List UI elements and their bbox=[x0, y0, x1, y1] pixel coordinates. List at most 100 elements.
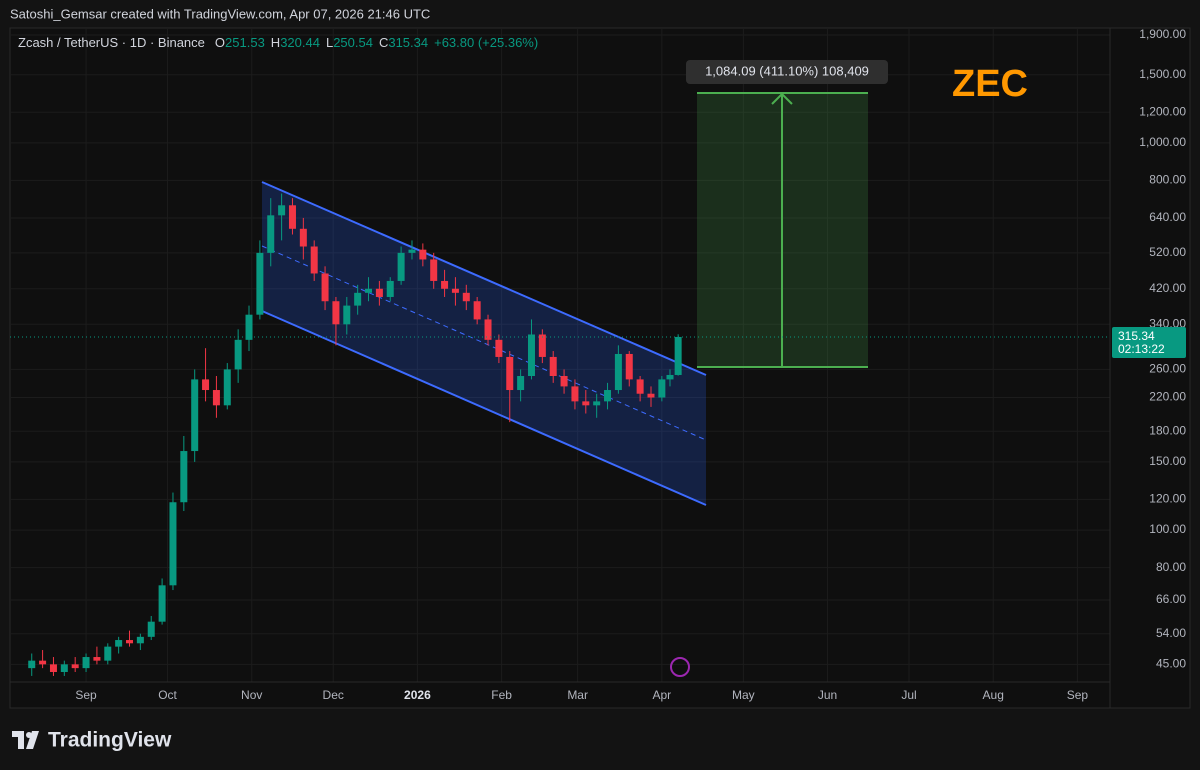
candle-body bbox=[299, 228, 307, 247]
x-tick-label: Oct bbox=[158, 688, 177, 702]
candle-body bbox=[484, 319, 492, 340]
candle-body bbox=[549, 356, 557, 377]
y-tick-label: 66.00 bbox=[1156, 592, 1186, 606]
x-tick-label: Nov bbox=[241, 688, 262, 702]
candle-body bbox=[462, 292, 470, 302]
y-tick-label: 80.00 bbox=[1156, 560, 1186, 574]
candle-body bbox=[538, 334, 546, 357]
candle-body bbox=[343, 305, 351, 325]
candle-body bbox=[625, 353, 633, 380]
candle-body bbox=[245, 314, 253, 340]
candle-body bbox=[147, 621, 155, 637]
y-tick-label: 520.00 bbox=[1149, 245, 1186, 259]
x-tick-label: Feb bbox=[491, 688, 512, 702]
measure-label-box bbox=[686, 60, 888, 84]
candle-body bbox=[223, 369, 231, 406]
brand-name: TradingView bbox=[48, 729, 172, 752]
legend: Zcash / TetherUS · 1D · Binance O251.53 H3… bbox=[18, 35, 538, 50]
y-tick-label: 640.00 bbox=[1149, 210, 1186, 224]
candle-body bbox=[506, 356, 514, 391]
candle-body bbox=[604, 390, 612, 402]
x-tick-label: Mar bbox=[567, 688, 588, 702]
candle-body bbox=[365, 288, 373, 293]
x-tick-label: 2026 bbox=[404, 688, 431, 702]
candle-body bbox=[593, 401, 601, 406]
candle-body bbox=[267, 215, 275, 253]
brand-icon bbox=[12, 731, 39, 749]
candle-body bbox=[666, 374, 674, 380]
y-tick-label: 120.00 bbox=[1149, 492, 1186, 506]
legend-item: L bbox=[326, 35, 333, 50]
candle-body bbox=[202, 379, 210, 391]
candle-body bbox=[256, 252, 264, 315]
candle-body bbox=[473, 301, 481, 320]
countdown-label: 02:13:22 bbox=[1118, 342, 1165, 356]
attribution: Satoshi_Gemsar created with TradingView.… bbox=[10, 6, 430, 21]
candle-body bbox=[93, 657, 101, 661]
candle-body bbox=[571, 386, 579, 402]
y-tick-label: 54.00 bbox=[1156, 626, 1186, 640]
candle-body bbox=[28, 660, 36, 669]
measure-arrow-head bbox=[771, 92, 793, 105]
event-icon[interactable] bbox=[670, 657, 690, 677]
candle-body bbox=[126, 640, 134, 644]
x-tick-label: Apr bbox=[653, 688, 672, 702]
candle-body bbox=[451, 288, 459, 293]
candle-body bbox=[397, 252, 405, 281]
candle-body bbox=[419, 249, 427, 260]
legend-item: +63.80 (+25.36%) bbox=[434, 35, 538, 50]
legend-item: 320.44 bbox=[280, 35, 320, 50]
candle-body bbox=[321, 273, 329, 302]
candle-body bbox=[647, 393, 655, 398]
last-price-label: 315.34 bbox=[1118, 329, 1155, 343]
y-tick-label: 800.00 bbox=[1149, 173, 1186, 187]
candle-body bbox=[332, 301, 340, 325]
candle-body bbox=[180, 451, 188, 503]
candle-body bbox=[430, 259, 438, 281]
legend-item: H bbox=[271, 35, 280, 50]
x-tick-label: Jun bbox=[818, 688, 837, 702]
annotation: ZEC bbox=[952, 63, 1028, 105]
candle-body bbox=[658, 379, 666, 398]
candle-body bbox=[441, 280, 449, 289]
y-tick-label: 1,200.00 bbox=[1139, 104, 1186, 118]
candle-body bbox=[191, 379, 199, 452]
channel-top bbox=[261, 181, 707, 376]
legend-item: 315.34 bbox=[388, 35, 428, 50]
candle-body bbox=[39, 660, 47, 665]
y-tick-label: 260.00 bbox=[1149, 362, 1186, 376]
candle-body bbox=[354, 292, 362, 306]
y-tick-label: 45.00 bbox=[1156, 657, 1186, 671]
measure-label: 1,084.09 (411.10%) 108,409 bbox=[705, 63, 869, 78]
candles bbox=[28, 193, 682, 676]
legend-item: 250.54 bbox=[333, 35, 373, 50]
y-tick-label: 150.00 bbox=[1149, 454, 1186, 468]
y-tick-label: 220.00 bbox=[1149, 390, 1186, 404]
y-tick-label: 100.00 bbox=[1149, 522, 1186, 536]
candle-body bbox=[234, 339, 242, 370]
candle-body bbox=[636, 379, 644, 394]
x-tick-label: Jul bbox=[901, 688, 916, 702]
candle-body bbox=[614, 353, 622, 391]
brand-logo: TradingView bbox=[12, 729, 172, 752]
candle-body bbox=[386, 280, 394, 297]
candle-body bbox=[517, 376, 525, 391]
y-tick-label: 420.00 bbox=[1149, 281, 1186, 295]
x-tick-label: May bbox=[732, 688, 755, 702]
x-tick-label: Dec bbox=[323, 688, 344, 702]
candle-body bbox=[136, 636, 144, 644]
candle-body bbox=[115, 640, 123, 647]
legend-item: Zcash / TetherUS · 1D · Binance bbox=[18, 35, 205, 50]
candle-body bbox=[158, 585, 166, 622]
candle-body bbox=[212, 390, 220, 406]
candle-body bbox=[375, 288, 383, 297]
legend-item: 251.53 bbox=[225, 35, 265, 50]
channel-fill bbox=[262, 182, 706, 505]
candle-body bbox=[582, 401, 590, 406]
candle-body bbox=[60, 664, 68, 672]
candle-body bbox=[560, 376, 568, 387]
candle-body bbox=[49, 664, 57, 672]
brand-dot bbox=[26, 732, 32, 738]
candle-body bbox=[408, 249, 416, 253]
